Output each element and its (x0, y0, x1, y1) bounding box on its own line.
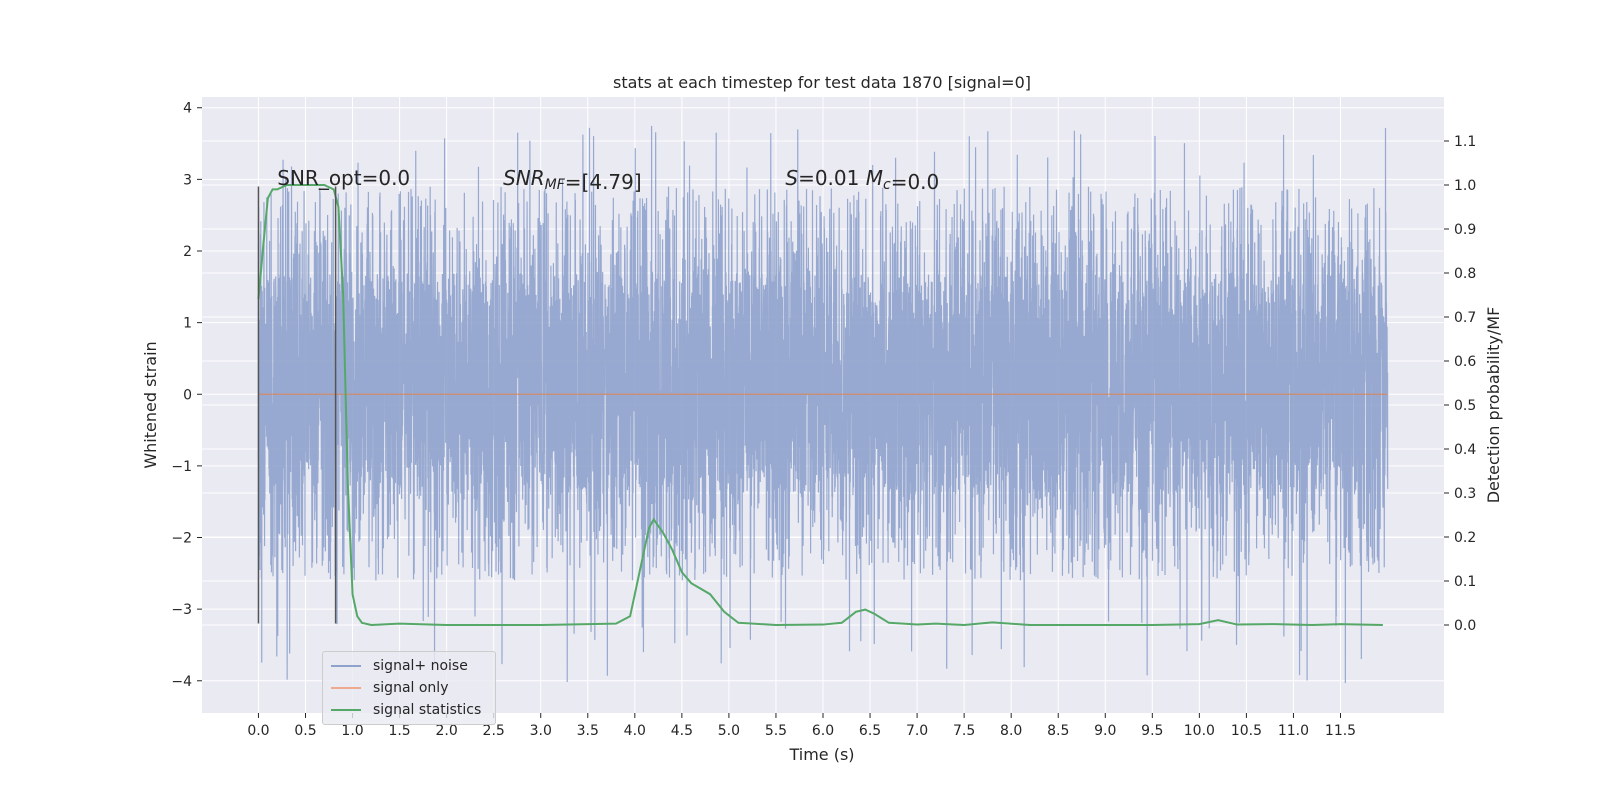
legend-item-noise: signal+ noise (331, 655, 487, 677)
x-tick-label: 1.0 (341, 723, 363, 739)
x-axis-label: Time (s) (788, 745, 854, 764)
y2-tick-label: 0.6 (1454, 354, 1476, 370)
y2-tick-label: 1.1 (1454, 134, 1476, 150)
y2-tick-label: 0.1 (1454, 574, 1476, 590)
x-tick-label: 5.0 (718, 723, 740, 739)
y-tick-label: −4 (171, 674, 192, 690)
y2-tick-label: 0.3 (1454, 486, 1476, 502)
x-tick-label: 0.0 (247, 723, 269, 739)
y2-tick-label: 0.2 (1454, 530, 1476, 546)
y-tick-label: 1 (183, 316, 192, 332)
legend-label-noise: signal+ noise (373, 658, 468, 674)
x-tick-label: 3.0 (530, 723, 552, 739)
annotation: S=0.01 Mc=0.0 (785, 166, 939, 194)
legend-swatch-noise (331, 665, 361, 667)
x-tick-label: 4.0 (624, 723, 646, 739)
vertical-markers (257, 186, 337, 624)
y-axis-left: 4 3 2 1 0 −1 −2 −3 −4 (171, 101, 202, 690)
y-tick-label: 0 (183, 387, 192, 403)
legend-swatch-stats (331, 709, 361, 711)
x-tick-label: 4.5 (671, 723, 693, 739)
annotations: SNR_opt=0.0 SNRMF=[4.79] S=0.01 Mc=0.0 (277, 166, 939, 194)
x-tick-label: 3.5 (577, 723, 599, 739)
x-tick-label: 6.5 (859, 723, 881, 739)
x-tick-label: 7.5 (953, 723, 975, 739)
x-tick-label: 9.5 (1141, 723, 1163, 739)
y-tick-label: −2 (171, 531, 192, 547)
y-tick-label: −1 (171, 459, 192, 475)
annotation: SNR_opt=0.0 (277, 166, 410, 190)
x-tick-label: 9.0 (1094, 723, 1116, 739)
y-axis-label: Whitened strain (141, 341, 160, 468)
y2-tick-label: 0.4 (1454, 442, 1476, 458)
x-tick-label: 11.0 (1278, 723, 1309, 739)
y2-tick-label: 0.8 (1454, 266, 1476, 282)
y2-tick-label: 0.5 (1454, 398, 1476, 414)
x-tick-label: 6.0 (812, 723, 834, 739)
legend-label-signal: signal only (373, 680, 449, 696)
x-tick-label: 2.5 (483, 723, 505, 739)
noise-line (257, 125, 1389, 684)
y-tick-label: 3 (183, 172, 192, 188)
y-tick-label: 2 (183, 244, 192, 260)
noise-series (257, 125, 1389, 684)
x-tick-label: 5.5 (765, 723, 787, 739)
legend-item-signal: signal only (331, 677, 487, 699)
y2-tick-label: 1.0 (1454, 178, 1476, 194)
y2-tick-label: 0.9 (1454, 222, 1476, 238)
y-tick-label: −3 (171, 602, 192, 618)
x-tick-label: 11.5 (1325, 723, 1356, 739)
x-tick-label: 7.0 (906, 723, 928, 739)
legend-label-stats: signal statistics (373, 702, 482, 718)
x-tick-label: 0.5 (294, 723, 316, 739)
x-tick-label: 8.0 (1000, 723, 1022, 739)
x-tick-label: 10.0 (1184, 723, 1215, 739)
x-axis: 0.0 0.5 1.0 1.5 2.0 2.5 3.0 3.5 4.0 4.5 5.0 5.5 6.0 6… (247, 713, 1356, 739)
y2-axis-label: Detection probability/MF (1484, 307, 1503, 504)
legend-item-stats: signal statistics (331, 699, 487, 721)
y2-tick-label: 0.7 (1454, 310, 1476, 326)
annotation: SNRMF=[4.79] (503, 166, 642, 194)
x-tick-label: 2.0 (436, 723, 458, 739)
legend: signal+ noise signal only signal statist… (322, 651, 496, 725)
x-tick-label: 1.5 (388, 723, 410, 739)
y-tick-label: 4 (183, 101, 192, 117)
x-tick-label: 8.5 (1047, 723, 1069, 739)
chart-title: stats at each timestep for test data 187… (613, 73, 1031, 92)
legend-swatch-signal (331, 687, 361, 689)
y-axis-right: 1.1 1.0 0.9 0.8 0.7 0.6 0.5 0.4 0.3 0.2 0.1 0.0 (1444, 134, 1476, 634)
x-tick-label: 10.5 (1231, 723, 1262, 739)
y2-tick-label: 0.0 (1454, 618, 1476, 634)
